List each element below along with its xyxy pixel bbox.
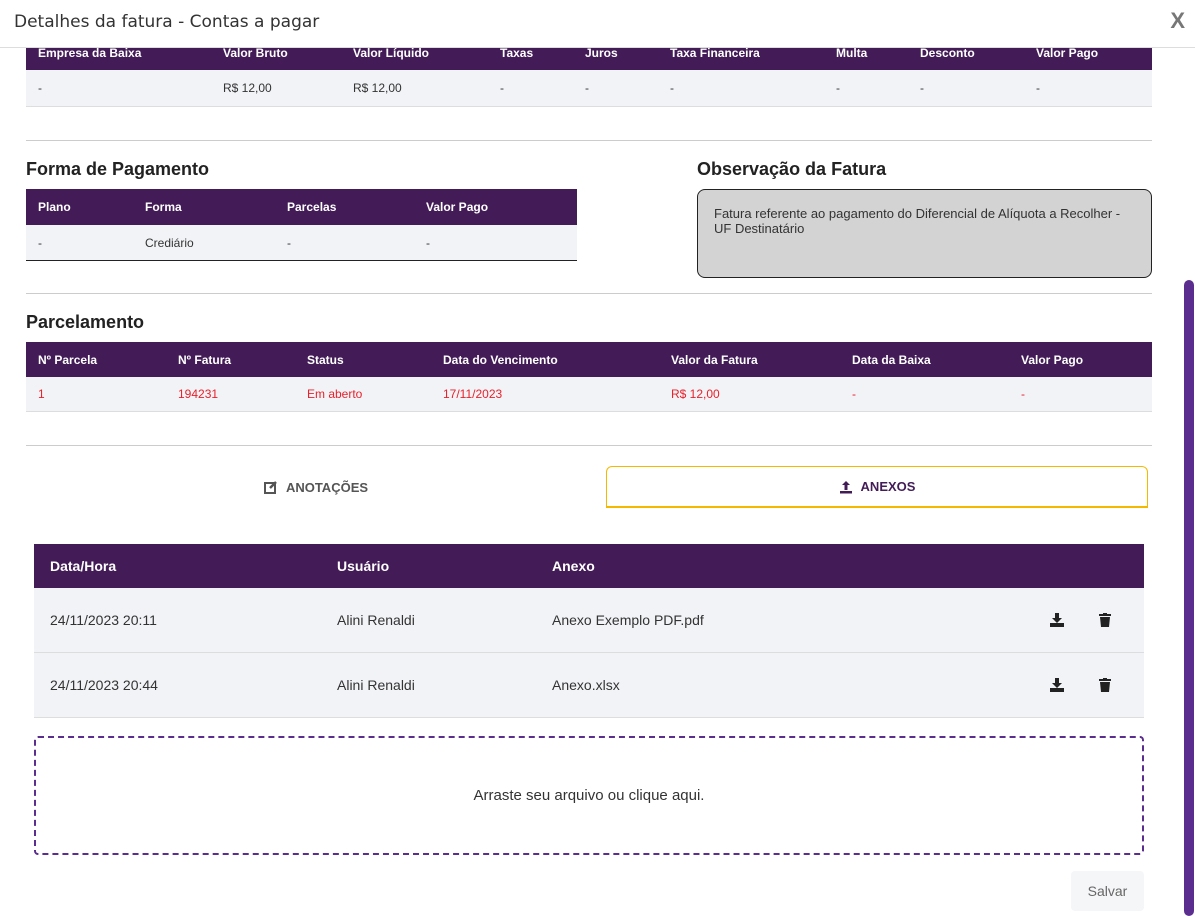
table-row: 1 194231 Em aberto 17/11/2023 R$ 12,00 - - bbox=[26, 377, 1152, 412]
divider bbox=[26, 140, 1152, 141]
table-cell: R$ 12,00 bbox=[353, 81, 402, 95]
table-cell: 1 bbox=[38, 387, 45, 401]
table-row: 24/11/2023 20:11 Alini Renaldi Anexo Exemp… bbox=[34, 588, 1144, 653]
column-header: Valor Pago bbox=[1036, 46, 1099, 60]
forma-title: Forma de Pagamento bbox=[26, 159, 210, 179]
table-cell: 24/11/2023 20:44 bbox=[50, 677, 158, 693]
dialog-header: Detalhes da fatura - Contas a pagar X bbox=[0, 0, 1195, 48]
column-header: Valor Líquido bbox=[353, 46, 430, 60]
table-cell: Alini Renaldi bbox=[337, 612, 415, 628]
scrollbar[interactable] bbox=[1184, 280, 1194, 916]
tab-anexos[interactable]: ANEXOS bbox=[606, 466, 1148, 508]
dropzone-text: Arraste seu arquivo ou clique aqui. bbox=[473, 787, 705, 804]
download-icon[interactable] bbox=[1050, 678, 1064, 692]
table-cell: - bbox=[38, 81, 42, 95]
download-icon[interactable] bbox=[1050, 613, 1064, 627]
column-header: Valor Pago bbox=[1021, 352, 1084, 367]
table-cell: Anexo.xlsx bbox=[552, 677, 620, 693]
table-cell: - bbox=[1021, 387, 1025, 401]
column-header: Data da Baixa bbox=[852, 352, 931, 367]
table-cell: 194231 bbox=[178, 387, 219, 401]
save-button[interactable]: Salvar bbox=[1071, 871, 1144, 911]
close-icon[interactable]: X bbox=[1170, 8, 1185, 33]
column-header: Taxas bbox=[500, 46, 534, 60]
column-header: Nº Fatura bbox=[178, 352, 232, 367]
column-header: Status bbox=[307, 352, 344, 367]
tab-anotacoes[interactable]: ANOTAÇÕES bbox=[26, 466, 606, 508]
column-header: Empresa da Baixa bbox=[38, 46, 142, 60]
column-header: Usuário bbox=[337, 558, 390, 574]
upload-icon bbox=[839, 480, 852, 493]
column-header: Valor da Fatura bbox=[671, 352, 758, 367]
divider bbox=[26, 445, 1152, 446]
table-cell: - bbox=[1036, 81, 1040, 95]
observacao-title: Observação da Fatura bbox=[697, 159, 887, 179]
column-header: Data/Hora bbox=[50, 558, 117, 574]
table-row: 24/11/2023 20:44 Alini Renaldi Anexo.xlsx bbox=[34, 653, 1144, 718]
table-header: Nº Parcela Nº Fatura Status Data do Vencime… bbox=[26, 342, 1152, 377]
forma-table: Plano Forma Parcelas Valor Pago - Crediário - - bbox=[26, 189, 577, 261]
trash-icon[interactable] bbox=[1099, 613, 1111, 627]
table-cell: - bbox=[670, 81, 674, 95]
table-header: Data/Hora Usuário Anexo bbox=[34, 544, 1144, 588]
table-cell: 24/11/2023 20:11 bbox=[50, 612, 157, 628]
table-cell: - bbox=[287, 235, 291, 250]
edit-icon bbox=[263, 481, 277, 494]
table-cell: - bbox=[585, 81, 589, 95]
table-row: - Crediário - - bbox=[26, 225, 577, 261]
column-header: Nº Parcela bbox=[38, 352, 98, 367]
dialog-title: Detalhes da fatura - Contas a pagar bbox=[14, 12, 320, 32]
table-cell: - bbox=[426, 235, 430, 250]
table-cell: - bbox=[38, 235, 42, 250]
parcelamento-table: Nº Parcela Nº Fatura Status Data do Vencime… bbox=[26, 342, 1152, 412]
table-cell: - bbox=[920, 81, 924, 95]
column-header: Forma bbox=[145, 200, 182, 214]
column-header: Parcelas bbox=[287, 200, 337, 214]
trash-icon[interactable] bbox=[1099, 678, 1111, 692]
column-header: Desconto bbox=[920, 46, 975, 60]
table-cell: Em aberto bbox=[307, 387, 363, 401]
table-cell: 17/11/2023 bbox=[443, 387, 503, 401]
parcelamento-title: Parcelamento bbox=[26, 312, 145, 332]
observacao-box: Fatura referente ao pagamento do Diferen… bbox=[697, 189, 1152, 278]
table-cell: Anexo Exemplo PDF.pdf bbox=[552, 612, 704, 628]
column-header: Anexo bbox=[552, 558, 595, 574]
file-dropzone[interactable]: Arraste seu arquivo ou clique aqui. bbox=[34, 736, 1144, 855]
column-header: Juros bbox=[585, 46, 618, 60]
table-cell: R$ 12,00 bbox=[223, 81, 272, 95]
table-cell: - bbox=[852, 387, 856, 401]
tab-label: ANEXOS bbox=[860, 479, 916, 494]
table-cell: Alini Renaldi bbox=[337, 677, 415, 693]
column-header: Plano bbox=[38, 200, 71, 214]
table-cell: - bbox=[836, 81, 840, 95]
column-header: Taxa Financeira bbox=[670, 46, 760, 60]
column-header: Valor Bruto bbox=[223, 46, 288, 60]
table-cell: R$ 12,00 bbox=[671, 387, 720, 401]
divider bbox=[26, 293, 1152, 294]
table-row: - R$ 12,00 R$ 12,00 - - - - - - bbox=[26, 70, 1152, 107]
anexos-table: Data/Hora Usuário Anexo 24/11/2023 20:11 Ali… bbox=[34, 544, 1144, 718]
column-header: Multa bbox=[836, 46, 868, 60]
table-cell: Crediário bbox=[145, 235, 194, 250]
column-header: Valor Pago bbox=[426, 200, 489, 214]
column-header: Data do Vencimento bbox=[443, 352, 558, 367]
table-cell: - bbox=[500, 81, 504, 95]
tab-label: ANOTAÇÕES bbox=[285, 479, 369, 495]
table-header: Plano Forma Parcelas Valor Pago bbox=[26, 189, 577, 225]
